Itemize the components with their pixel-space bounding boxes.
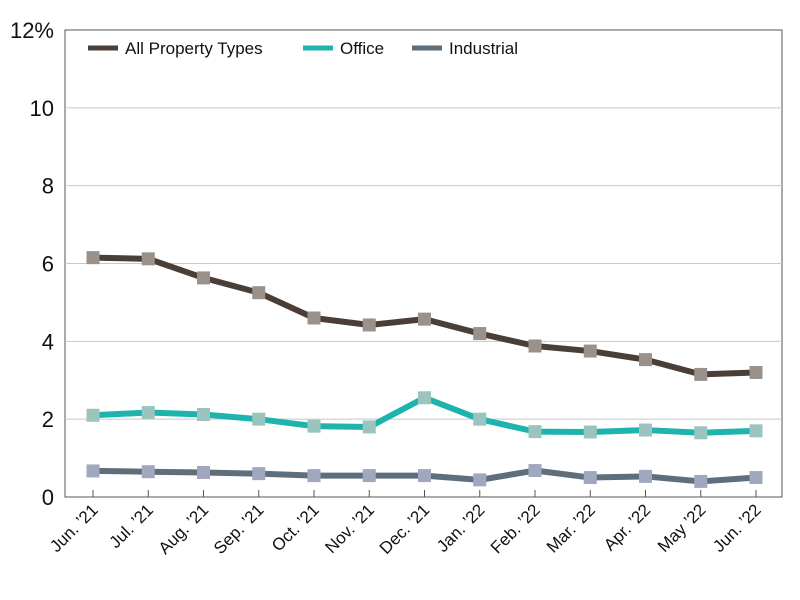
data-point-marker <box>583 344 597 358</box>
data-point-marker <box>252 286 266 300</box>
data-point-marker <box>473 473 487 487</box>
x-tick-label: Sep. ’21 <box>210 500 268 558</box>
x-tick-label: Feb. ’22 <box>487 500 544 557</box>
y-tick-label: 8 <box>42 174 54 199</box>
x-tick-label: Dec. ’21 <box>376 500 434 558</box>
legend-item: Office <box>303 39 384 58</box>
data-point-marker <box>639 423 652 437</box>
y-tick-label: 12% <box>10 18 54 43</box>
x-tick-label: Nov. ’21 <box>321 500 378 557</box>
data-point-marker <box>86 464 100 478</box>
data-point-marker <box>528 464 542 478</box>
data-point-marker <box>694 426 708 440</box>
series-lines <box>86 251 763 488</box>
data-point-marker <box>86 408 100 422</box>
legend-label: Industrial <box>449 39 518 58</box>
x-tick-label: Aug. ’21 <box>155 500 213 558</box>
data-point-marker <box>252 467 266 481</box>
x-tick-label: Jan. ’22 <box>433 500 489 556</box>
series-0 <box>86 251 763 381</box>
y-tick-label: 4 <box>42 329 54 354</box>
data-point-marker <box>86 251 100 265</box>
data-point-marker <box>307 469 321 483</box>
data-point-marker <box>362 469 376 483</box>
legend-item: Industrial <box>412 39 518 58</box>
data-point-marker <box>583 471 597 485</box>
data-point-marker <box>528 339 542 353</box>
data-point-marker <box>473 327 487 341</box>
x-tick-label: Mar. ’22 <box>543 500 599 556</box>
data-point-marker <box>694 474 708 488</box>
y-tick-label: 6 <box>42 252 54 277</box>
x-tick-label: Jun. ’22 <box>709 500 765 556</box>
legend-label: Office <box>340 39 384 58</box>
data-point-marker <box>362 420 376 434</box>
gridlines <box>65 107 782 420</box>
y-axis-tick-labels: 0 2 4 6 8 10 12% <box>10 18 54 510</box>
data-point-marker <box>252 412 266 426</box>
data-point-marker <box>197 271 210 285</box>
data-point-marker <box>749 471 763 485</box>
data-point-marker <box>307 419 321 433</box>
x-tick-label: Jul. ’21 <box>106 500 158 552</box>
data-point-marker <box>639 469 652 483</box>
data-point-marker <box>197 465 210 479</box>
legend: All Property Types Office Industrial <box>88 39 518 58</box>
series-2 <box>86 464 763 488</box>
data-point-marker <box>473 412 487 426</box>
data-point-marker <box>583 425 597 439</box>
x-tick-label: Jun. ’21 <box>46 500 102 556</box>
y-tick-label: 10 <box>30 96 54 121</box>
data-point-marker <box>749 365 763 379</box>
data-point-marker <box>694 367 708 381</box>
x-tick-label: Apr. ’22 <box>600 500 654 554</box>
x-tick-label: May ’22 <box>654 500 710 556</box>
data-point-marker <box>141 465 155 479</box>
y-tick-label: 2 <box>42 407 54 432</box>
data-point-marker <box>418 469 431 483</box>
data-point-marker <box>197 407 210 421</box>
data-point-marker <box>362 318 376 332</box>
data-point-marker <box>418 391 431 405</box>
legend-label: All Property Types <box>125 39 263 58</box>
y-tick-label: 0 <box>42 485 54 510</box>
series-1 <box>86 391 763 440</box>
data-point-marker <box>639 353 652 367</box>
data-point-marker <box>528 425 542 439</box>
data-point-marker <box>141 406 155 420</box>
legend-item: All Property Types <box>88 39 263 58</box>
x-tick-label: Oct. ’21 <box>268 500 323 555</box>
data-point-marker <box>749 424 763 438</box>
data-point-marker <box>418 312 431 326</box>
data-point-marker <box>141 252 155 266</box>
data-point-marker <box>307 311 321 325</box>
